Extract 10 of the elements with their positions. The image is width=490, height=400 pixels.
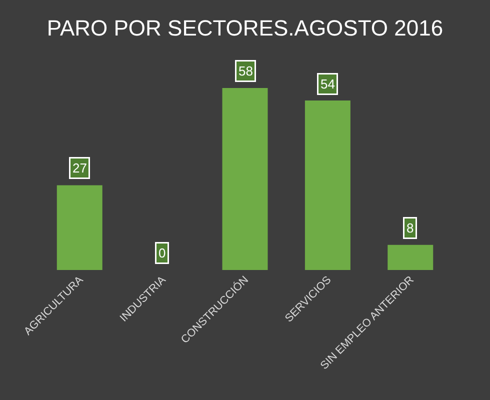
bar xyxy=(222,88,268,270)
bar xyxy=(56,185,102,270)
bar xyxy=(388,244,434,270)
chart-title: PARO POR SECTORES.AGOSTO 2016 xyxy=(46,15,444,40)
data-label: 58 xyxy=(238,64,253,78)
data-label: 8 xyxy=(406,220,414,236)
bar xyxy=(304,100,350,270)
data-label: 0 xyxy=(158,246,166,260)
data-label: 54 xyxy=(320,76,335,92)
data-label: 27 xyxy=(72,160,87,176)
